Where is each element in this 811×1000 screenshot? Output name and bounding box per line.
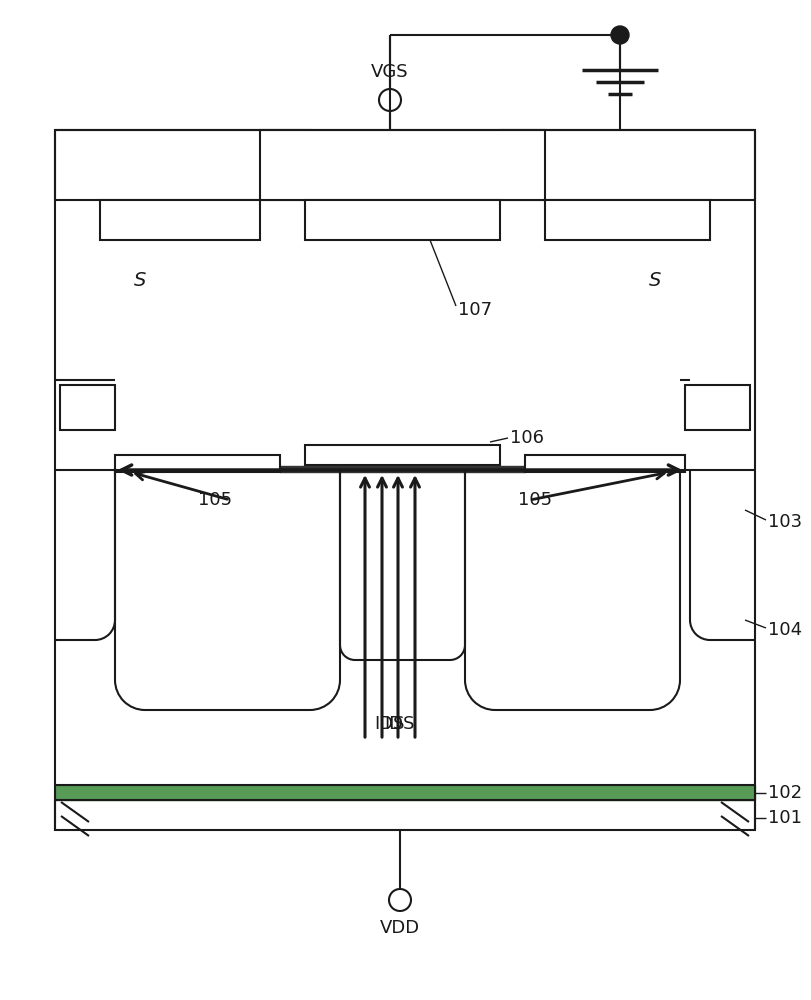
Bar xyxy=(305,200,500,240)
Bar xyxy=(115,455,280,472)
Text: VGS: VGS xyxy=(371,63,409,81)
Circle shape xyxy=(611,26,629,44)
Text: 107: 107 xyxy=(458,301,492,319)
Bar xyxy=(525,455,685,472)
Text: VDD: VDD xyxy=(380,919,420,937)
Text: IDS: IDS xyxy=(384,715,415,733)
Bar xyxy=(55,130,310,200)
Text: 101: 101 xyxy=(768,809,802,827)
Bar xyxy=(545,200,710,240)
Bar xyxy=(55,800,755,830)
Bar xyxy=(305,445,500,465)
Bar xyxy=(260,130,545,200)
Text: 102: 102 xyxy=(768,784,802,802)
Text: 106: 106 xyxy=(510,429,544,447)
Text: IDS: IDS xyxy=(375,715,406,733)
Text: 104: 104 xyxy=(768,621,802,639)
Text: S: S xyxy=(649,270,661,290)
Text: S: S xyxy=(134,270,146,290)
Text: 103: 103 xyxy=(768,513,802,531)
Bar xyxy=(685,385,750,430)
Bar xyxy=(60,385,115,430)
Text: 105: 105 xyxy=(518,491,552,509)
Bar xyxy=(500,130,755,200)
Bar xyxy=(100,200,260,240)
Text: 105: 105 xyxy=(198,491,232,509)
